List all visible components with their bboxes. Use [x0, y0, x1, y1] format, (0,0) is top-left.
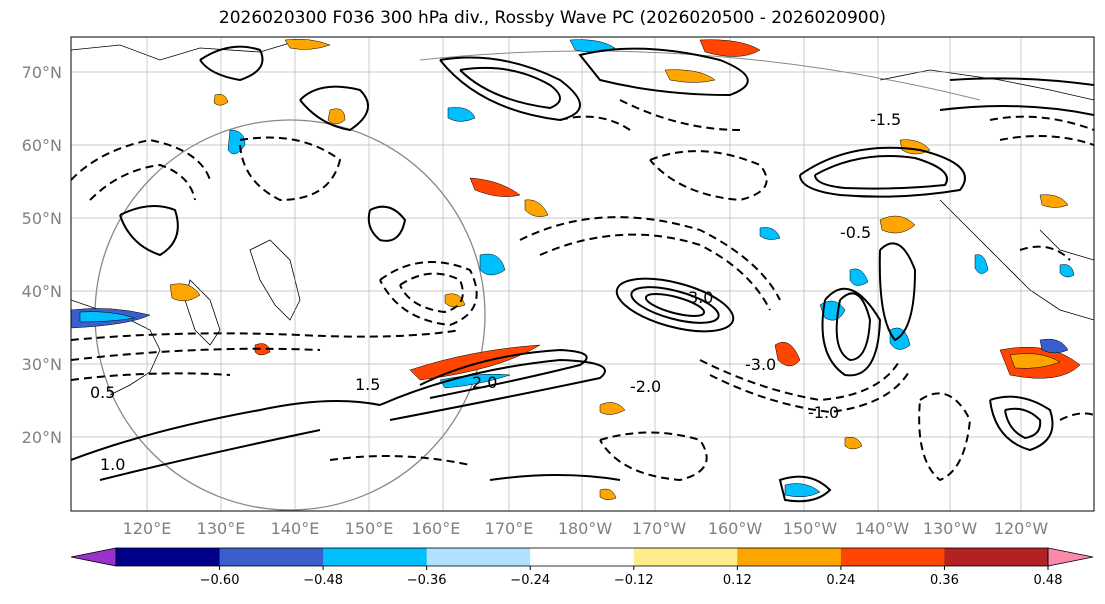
lon-label: 140°E — [271, 519, 320, 538]
positive-contours — [71, 45, 1094, 503]
lon-label: 170°E — [485, 519, 534, 538]
colorbar-tick-label: −0.48 — [303, 573, 343, 588]
lon-label: 120°W — [994, 519, 1049, 538]
lat-label: 70°N — [22, 63, 62, 82]
divergence-shading — [71, 38, 1081, 500]
lat-label: 40°N — [22, 282, 62, 301]
lon-label: 180°W — [558, 519, 613, 538]
contour-label: 0.5 — [90, 383, 115, 402]
contour-label: -1.5 — [870, 110, 901, 129]
colorbar-extend-low — [70, 547, 117, 567]
lon-label: 120°E — [123, 519, 172, 538]
colorbar-segment — [737, 548, 842, 566]
colorbar-segment — [323, 548, 428, 566]
lat-label: 60°N — [22, 136, 62, 155]
lon-label: 150°W — [783, 519, 838, 538]
lon-axis: 120°E 130°E 140°E 150°E 160°E 170°E 180°… — [123, 519, 1049, 538]
colorbar-extend-high — [1047, 547, 1094, 567]
lat-label: 30°N — [22, 355, 62, 374]
colorbar-segment — [116, 548, 221, 566]
lon-label: 160°W — [708, 519, 763, 538]
colorbar: −0.60 −0.48 −0.36 −0.24 −0.12 0.12 0.24 0.36 0.4… — [70, 547, 1094, 588]
lat-label: 50°N — [22, 209, 62, 228]
contour-label: 1.5 — [355, 375, 380, 394]
contour-label: -1.0 — [808, 403, 839, 422]
contour-label: 1.0 — [100, 455, 125, 474]
colorbar-tick-label: 0.24 — [826, 573, 855, 588]
contour-label: 2.0 — [472, 373, 497, 392]
colorbar-segment — [944, 548, 1049, 566]
lon-label: 150°E — [345, 519, 394, 538]
map-plot-area: 3.0 2.0 1.5 1.0 0.5 -0.5 -1.0 -1.5 -2.0 … — [71, 37, 1094, 511]
lon-label: 130°E — [197, 519, 246, 538]
contour-label: -2.0 — [630, 377, 661, 396]
colorbar-segment — [840, 548, 945, 566]
negative-contours — [71, 99, 1094, 482]
colorbar-segment — [633, 548, 738, 566]
lon-label: 160°E — [412, 519, 461, 538]
lat-axis: 70°N 60°N 50°N 40°N 30°N 20°N — [22, 63, 62, 447]
colorbar-frame — [115, 547, 1049, 567]
colorbar-segment — [219, 548, 324, 566]
colorbar-tick-label: −0.12 — [614, 573, 654, 588]
colorbar-segment — [426, 548, 531, 566]
contour-label: 3.0 — [688, 288, 713, 307]
lat-label: 20°N — [22, 428, 62, 447]
colorbar-tick-label: 0.12 — [723, 573, 752, 588]
colorbar-tick-label: 0.48 — [1034, 573, 1063, 588]
contour-labels: 3.0 2.0 1.5 1.0 0.5 -0.5 -1.0 -1.5 -2.0 … — [90, 110, 901, 474]
contour-label: -0.5 — [840, 223, 871, 242]
contour-label: -3.0 — [745, 355, 776, 374]
plot-frame — [70, 36, 1095, 512]
colorbar-tick-label: −0.36 — [407, 573, 447, 588]
colorbar-segment — [530, 548, 635, 566]
colorbar-tick-label: −0.60 — [200, 573, 240, 588]
colorbar-tick-label: 0.36 — [930, 573, 959, 588]
colorbar-tick-label: −0.24 — [510, 573, 550, 588]
map-title: 2026020300 F036 300 hPa div., Rossby Wav… — [218, 8, 887, 28]
lon-label: 130°W — [923, 519, 978, 538]
lon-label: 170°W — [632, 519, 687, 538]
lon-label: 140°W — [855, 519, 910, 538]
